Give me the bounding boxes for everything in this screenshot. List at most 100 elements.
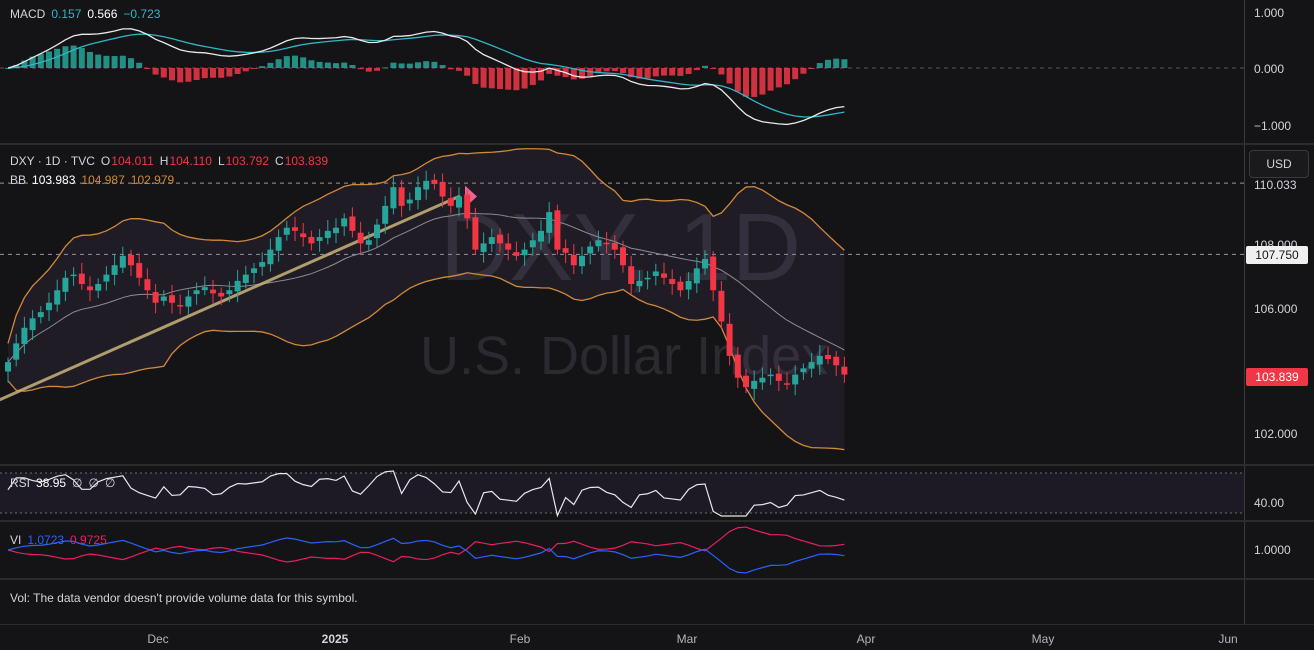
vi-axis[interactable] bbox=[1244, 522, 1314, 578]
volume-pane[interactable]: Vol: The data vendor doesn't provide vol… bbox=[0, 580, 1244, 624]
candle-body bbox=[472, 217, 479, 250]
candle-body bbox=[693, 268, 700, 284]
candle-body bbox=[759, 377, 766, 383]
rsi-label: RSI bbox=[10, 476, 31, 490]
candle-body bbox=[497, 234, 503, 244]
macd-histogram-bar bbox=[218, 68, 225, 78]
macd-histogram-bar bbox=[726, 68, 733, 84]
pane-separator[interactable] bbox=[0, 578, 1314, 580]
candle-body bbox=[554, 210, 561, 250]
macd-histogram-bar bbox=[693, 68, 700, 71]
candle-body bbox=[177, 305, 184, 307]
macd-histogram-bar bbox=[333, 63, 339, 68]
candle-body bbox=[398, 187, 405, 206]
macd-histogram-bar bbox=[784, 68, 790, 85]
symbol-title[interactable]: DXY · 1D · TVC bbox=[10, 154, 95, 168]
macd-tick-2: 0.000 bbox=[1254, 62, 1285, 76]
macd-histogram-bar bbox=[37, 53, 44, 68]
level-tag: 107.750 bbox=[1246, 246, 1308, 264]
vi-legend: VI 1.0723 0.9725 bbox=[10, 533, 107, 547]
price-axis[interactable] bbox=[1244, 145, 1314, 464]
candle-body bbox=[275, 237, 282, 251]
macd-histogram-bar bbox=[603, 68, 610, 72]
macd-histogram-bar bbox=[628, 68, 635, 78]
candle-body bbox=[251, 268, 257, 273]
candle-body bbox=[70, 274, 77, 277]
candle-body bbox=[587, 246, 594, 254]
candle-body bbox=[111, 265, 118, 275]
macd-histogram-bar bbox=[710, 68, 717, 69]
pane-separator[interactable] bbox=[0, 464, 1314, 466]
candle-body bbox=[833, 356, 840, 366]
bb-upper-line bbox=[7, 148, 845, 344]
macd-histogram-bar bbox=[226, 68, 233, 77]
macd-histogram-bar bbox=[242, 68, 249, 72]
macd-histogram-bar bbox=[62, 46, 69, 68]
macd-pane[interactable]: MACD 0.157 0.566 −0.723 bbox=[0, 0, 1244, 143]
time-axis[interactable] bbox=[0, 625, 1244, 650]
macd-histogram-bar bbox=[283, 56, 290, 68]
macd-histogram-bar bbox=[119, 55, 126, 68]
close-value: 103.839 bbox=[284, 154, 329, 168]
macd-histogram-bar bbox=[702, 65, 708, 68]
rsi-axis[interactable] bbox=[1244, 466, 1314, 520]
candle-body bbox=[529, 240, 536, 248]
candle-body bbox=[87, 286, 93, 291]
candle-body bbox=[226, 290, 233, 295]
candle-body bbox=[365, 240, 372, 245]
macd-histogram-bar bbox=[734, 68, 741, 92]
macd-histogram-bar bbox=[382, 67, 389, 69]
price-tick-3: 106.000 bbox=[1254, 302, 1298, 316]
macd-histogram-bar bbox=[177, 68, 184, 83]
candle-body bbox=[816, 355, 823, 365]
macd-histogram-bar bbox=[136, 62, 143, 68]
candle-body bbox=[333, 227, 339, 234]
bb-legend: BB 103.983 104.987 102.979 bbox=[10, 173, 174, 187]
macd-histogram-bar bbox=[111, 56, 118, 68]
high-label: H bbox=[159, 154, 169, 168]
pane-separator[interactable] bbox=[0, 520, 1314, 522]
candle-body bbox=[218, 292, 225, 297]
candle-body bbox=[308, 236, 315, 244]
vi-pane[interactable]: VI 1.0723 0.9725 bbox=[0, 522, 1244, 578]
macd-tick-1: 1.000 bbox=[1254, 6, 1285, 20]
macd-value-3: −0.723 bbox=[123, 7, 161, 21]
candle-body bbox=[652, 271, 659, 276]
macd-histogram-bar bbox=[70, 45, 77, 68]
macd-histogram-bar bbox=[316, 61, 323, 68]
macd-signal-line bbox=[7, 33, 845, 118]
currency-button[interactable]: USD bbox=[1249, 150, 1309, 178]
candle-body bbox=[193, 290, 200, 295]
candle-body bbox=[390, 187, 397, 209]
macd-histogram-bar bbox=[415, 62, 421, 68]
time-axis-separator bbox=[0, 624, 1314, 625]
candle-body bbox=[292, 227, 298, 231]
macd-histogram-bar bbox=[505, 68, 512, 90]
vi-plus-value: 1.0723 bbox=[27, 533, 65, 547]
candle-body bbox=[800, 368, 807, 373]
candle-body bbox=[841, 366, 848, 375]
volume-message: Vol: The data vendor doesn't provide vol… bbox=[10, 591, 358, 605]
candle-body bbox=[210, 289, 216, 294]
candle-body bbox=[513, 252, 520, 256]
pane-separator[interactable] bbox=[0, 143, 1314, 145]
macd-histogram-bar bbox=[644, 68, 651, 79]
macd-histogram-bar bbox=[833, 58, 840, 68]
candle-body bbox=[628, 266, 635, 284]
macd-histogram-bar bbox=[546, 68, 553, 74]
macd-histogram-bar bbox=[620, 68, 626, 74]
macd-histogram-bar bbox=[308, 60, 315, 68]
volume-axis[interactable] bbox=[1244, 580, 1314, 624]
rsi-value: 38.95 bbox=[36, 476, 67, 490]
rsi-pane[interactable]: RSI 38.95 ∅ ∅ ∅ bbox=[0, 466, 1244, 520]
price-tick-1: 110.033 bbox=[1254, 178, 1297, 192]
candle-body bbox=[546, 212, 553, 233]
price-pane[interactable]: DXY, 1D U.S. Dollar Index DXY · 1D · TVC… bbox=[0, 145, 1244, 464]
macd-histogram-bar bbox=[743, 68, 749, 97]
macd-histogram-bar bbox=[792, 68, 799, 80]
macd-histogram-bar bbox=[554, 68, 561, 76]
candle-body bbox=[620, 247, 626, 266]
candle-body bbox=[603, 242, 610, 245]
macd-histogram-bar bbox=[398, 63, 405, 68]
macd-axis[interactable] bbox=[1244, 0, 1314, 143]
